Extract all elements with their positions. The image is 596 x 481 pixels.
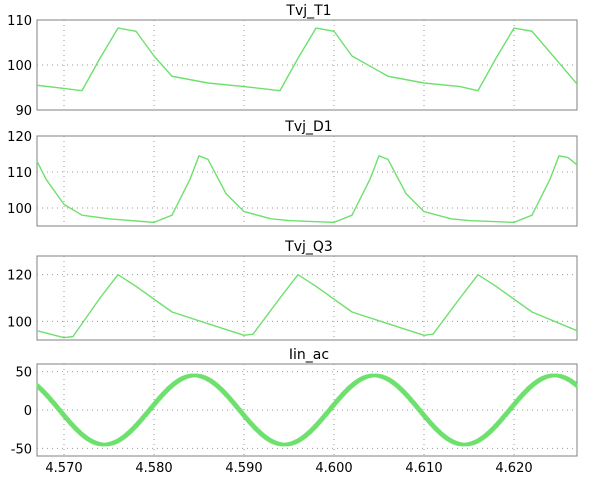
plot-frame [36, 255, 578, 341]
y-tick-label: 120 [7, 269, 32, 284]
x-tick-label: 4.610 [405, 461, 442, 476]
series-line [36, 27, 578, 92]
panel-title: Iin_ac [289, 347, 329, 363]
y-tick-label: 100 [7, 59, 32, 74]
y-tick-label: 120 [7, 130, 32, 145]
y-tick-label: 90 [15, 104, 32, 119]
x-tick-label: 4.590 [225, 461, 262, 476]
y-tick-label: 50 [15, 366, 32, 381]
x-tick-label: 4.570 [45, 461, 82, 476]
series-line [36, 155, 578, 224]
plot-frame [36, 135, 578, 227]
panel-title: Tvj_T1 [285, 3, 331, 19]
y-tick-label: 100 [7, 315, 32, 330]
y-tick-label: 110 [7, 166, 32, 181]
panel-title: Tvj_Q3 [284, 239, 333, 255]
x-tick-label: 4.600 [315, 461, 352, 476]
y-tick-label: -50 [11, 442, 32, 457]
panel-title: Tvj_D1 [284, 119, 332, 135]
series-line [36, 273, 578, 339]
x-tick-label: 4.580 [135, 461, 172, 476]
y-tick-label: 110 [7, 14, 32, 29]
y-tick-label: 100 [7, 202, 32, 217]
y-tick-label: 0 [24, 404, 32, 419]
x-tick-label: 4.620 [495, 461, 532, 476]
series-line [36, 373, 578, 447]
